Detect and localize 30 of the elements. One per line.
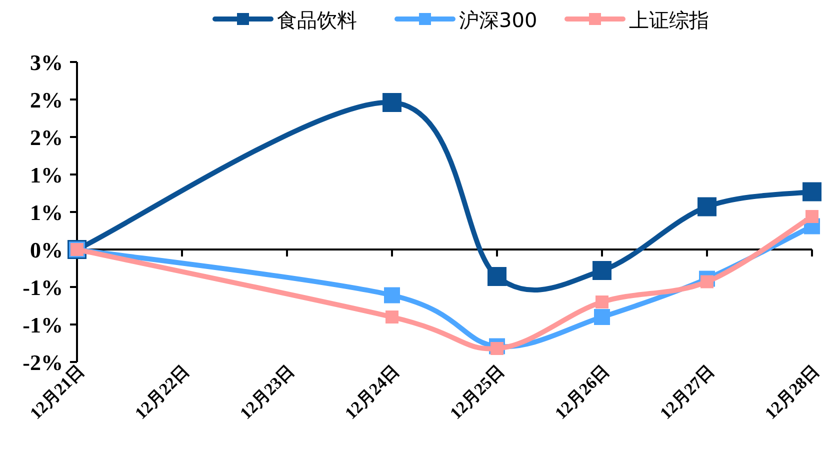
y-tick-label: 1% (30, 162, 63, 188)
point (386, 310, 398, 324)
point (698, 197, 716, 216)
legend-label: 上证综指 (629, 8, 709, 32)
point (594, 309, 610, 325)
x-tick-label: 12月27日 (656, 361, 718, 423)
y-tick-label: 2% (30, 88, 63, 112)
x-tick-label: 12月23日 (236, 361, 298, 423)
x-tick-label: 12月25日 (446, 361, 508, 423)
y-tick-label: 0% (30, 238, 63, 262)
point (488, 267, 506, 286)
point (592, 261, 612, 280)
x-tick-label: 12月24日 (341, 361, 403, 423)
point (806, 210, 818, 223)
y-tick-label: -2% (22, 350, 63, 375)
y-tick-label: 2% (30, 125, 63, 150)
y-tick-label: -1% (22, 312, 63, 338)
point (700, 275, 714, 288)
point (596, 296, 608, 308)
y-tick-label: 3% (30, 50, 63, 75)
y-tick-label: 1% (30, 200, 63, 225)
y-tick-label: -1% (22, 275, 63, 300)
point (802, 182, 822, 202)
legend-label: 食品饮料 (277, 8, 357, 32)
x-tick-label: 12月28日 (761, 361, 823, 423)
point (384, 287, 400, 304)
x-tick-label: 12月22日 (131, 361, 193, 423)
x-tick-label: 12月26日 (551, 361, 613, 423)
point (382, 93, 402, 112)
legend-label: 沪深300 (459, 8, 538, 32)
